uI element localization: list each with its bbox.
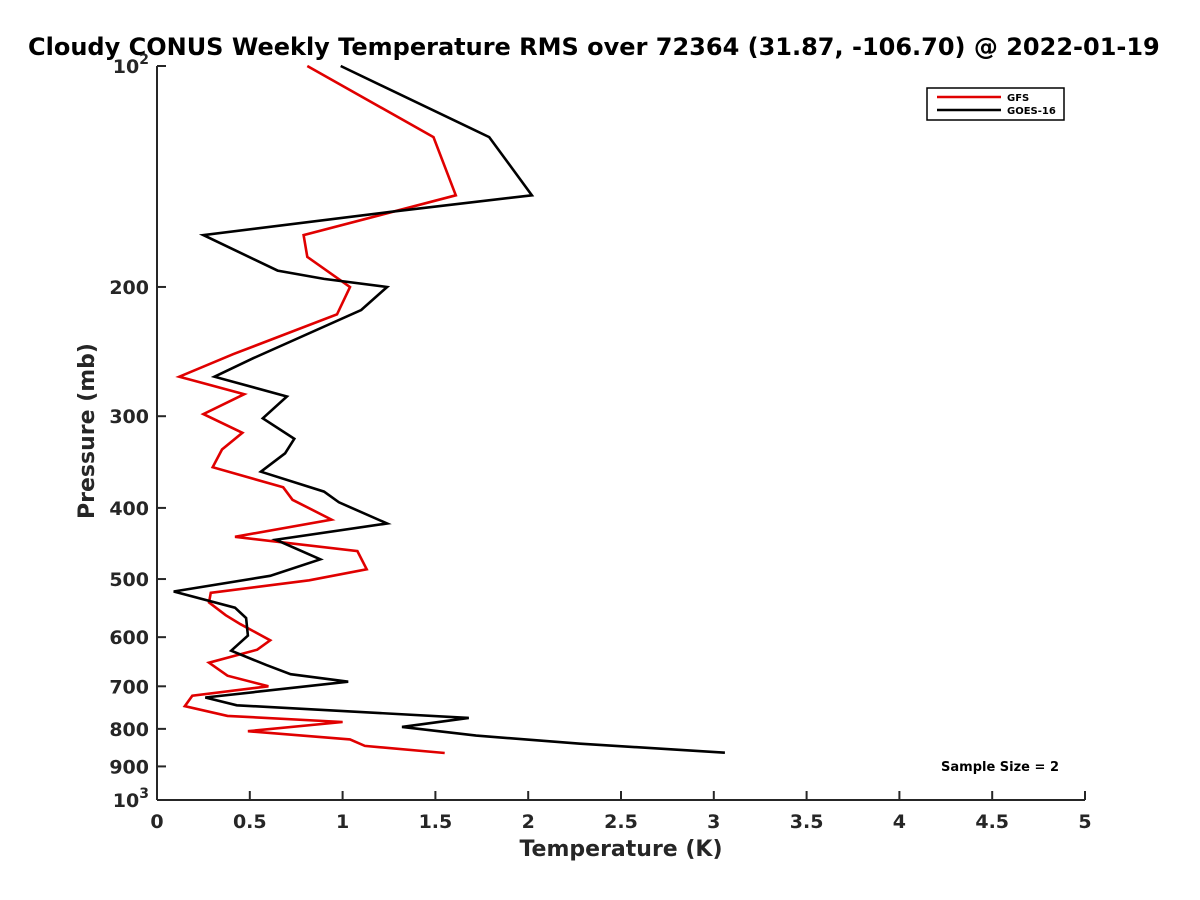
x-tick-label: 5: [1078, 811, 1091, 833]
x-tick-label: 3: [707, 811, 720, 833]
legend-label: GFS: [1007, 93, 1029, 104]
x-tick-label: 1.5: [419, 811, 453, 833]
y-tick-base: 10: [113, 56, 139, 78]
x-tick-label: 3.5: [790, 811, 824, 833]
x-tick-label: 4.5: [975, 811, 1009, 833]
y-tick-label: 600: [109, 627, 149, 649]
x-tick-label: 0.5: [233, 811, 267, 833]
legend-box: [926, 87, 1065, 121]
axes: 0 0.5 1 1.5 2 2.5 3 3.5 4 4.5 51022003004005006007…: [109, 52, 1091, 833]
y-tick-label: 900: [109, 756, 149, 778]
x-axis-label: Temperature (K): [519, 837, 722, 862]
y-axis-label: Pressure (mb): [75, 343, 100, 519]
y-tick-base: 10: [113, 790, 139, 812]
y-tick-exponent: 2: [139, 52, 149, 68]
x-tick-label: 2: [522, 811, 535, 833]
legend: GFS GOES-16: [926, 87, 1065, 121]
y-tick-label-power: 103: [113, 786, 149, 812]
series-line-gfs: [175, 64, 458, 755]
legend-label: GOES-16: [1007, 106, 1056, 117]
chart-title: Cloudy CONUS Weekly Temperature RMS over…: [28, 33, 1160, 61]
y-tick-label: 700: [109, 676, 149, 698]
y-tick-exponent: 3: [139, 786, 149, 802]
y-tick-label: 200: [109, 277, 149, 299]
y-tick-label: 500: [109, 569, 149, 591]
series-line-goes-16: [173, 64, 725, 754]
y-tick-label: 300: [109, 406, 149, 428]
y-tick-label-power: 102: [113, 52, 149, 78]
y-tick-label: 400: [109, 498, 149, 520]
plot-area: [173, 64, 725, 755]
sample-size-annotation: Sample Size = 2: [941, 760, 1059, 775]
y-tick-label: 800: [109, 719, 149, 741]
x-tick-label: 1: [336, 811, 349, 833]
x-tick-label: 0: [150, 811, 163, 833]
x-tick-label: 4: [893, 811, 906, 833]
x-tick-label: 2.5: [604, 811, 638, 833]
